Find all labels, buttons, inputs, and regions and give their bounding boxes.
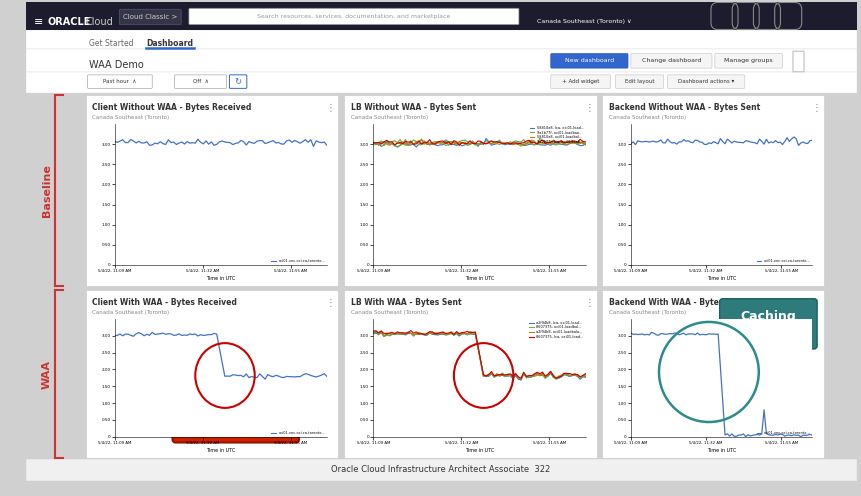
Text: Manage groups: Manage groups — [724, 59, 773, 63]
Legend: oci01.vnc.oci.ca-toronto...: oci01.vnc.oci.ca-toronto... — [271, 259, 325, 263]
Text: Client Without WAA - Bytes Received: Client Without WAA - Bytes Received — [92, 103, 251, 112]
Text: Canada Southeast (Toronto): Canada Southeast (Toronto) — [92, 310, 170, 315]
Bar — [26, 49, 857, 72]
Bar — [602, 290, 824, 458]
Text: Search resources, services, documentation, and marketplace: Search resources, services, documentatio… — [257, 14, 450, 19]
Text: ⋮: ⋮ — [585, 103, 594, 113]
Legend: a2f94b8, lca, oci01-load..., 8607375, oci01-loadbal..., a2f94b8, oci01-loadbala.: a2f94b8, lca, oci01-load..., 8607375, oc… — [530, 321, 584, 339]
Legend: 58810a8, lca, oci01-load..., 9a2b77f, oci01-loadban..., 58810a8, oci01-loadbal..: 58810a8, lca, oci01-load..., 9a2b77f, oc… — [530, 126, 584, 144]
FancyBboxPatch shape — [631, 54, 712, 68]
Bar — [26, 29, 857, 49]
Text: Cloud: Cloud — [85, 17, 114, 27]
FancyBboxPatch shape — [667, 75, 745, 88]
Text: LB With WAA - Bytes Sent: LB With WAA - Bytes Sent — [351, 298, 461, 307]
Legend: oci01.vnc.oci.ca-toronto...: oci01.vnc.oci.ca-toronto... — [271, 431, 325, 435]
Bar — [602, 95, 824, 286]
FancyBboxPatch shape — [189, 8, 519, 25]
Bar — [26, 2, 857, 29]
Text: 🌐: 🌐 — [791, 49, 806, 72]
Bar — [344, 95, 598, 286]
Text: ⋮: ⋮ — [326, 298, 336, 308]
Text: ORACLE: ORACLE — [47, 17, 90, 27]
FancyBboxPatch shape — [175, 75, 226, 88]
Text: Enabled: Enabled — [740, 325, 796, 338]
Text: Canada Southeast (Toronto): Canada Southeast (Toronto) — [609, 310, 686, 315]
X-axis label: Time in UTC: Time in UTC — [707, 276, 736, 281]
X-axis label: Time in UTC: Time in UTC — [707, 448, 736, 453]
Bar — [26, 72, 857, 93]
Legend: oci01.vnc.oci.ca-toronto...: oci01.vnc.oci.ca-toronto... — [757, 259, 810, 263]
Text: Canada Southeast (Toronto) ∨: Canada Southeast (Toronto) ∨ — [537, 19, 632, 24]
Text: + Add widget: + Add widget — [562, 79, 599, 84]
Text: New dashboard: New dashboard — [565, 59, 614, 63]
Bar — [344, 290, 598, 458]
Text: Caching: Caching — [740, 310, 796, 322]
Text: Canada Southeast (Toronto): Canada Southeast (Toronto) — [609, 115, 686, 120]
X-axis label: Time in UTC: Time in UTC — [206, 276, 235, 281]
Text: WAA Demo: WAA Demo — [89, 60, 143, 70]
Text: Compression: Compression — [184, 398, 286, 412]
Text: Oracle Cloud Infrastructure Architect Associate  322: Oracle Cloud Infrastructure Architect As… — [331, 465, 550, 474]
FancyBboxPatch shape — [551, 54, 628, 68]
FancyBboxPatch shape — [172, 383, 299, 442]
Text: Canada Southeast (Toronto): Canada Southeast (Toronto) — [92, 115, 170, 120]
X-axis label: Time in UTC: Time in UTC — [206, 448, 235, 453]
Text: ↻: ↻ — [235, 77, 242, 86]
FancyBboxPatch shape — [88, 75, 152, 88]
Text: Canada Southeast (Toronto): Canada Southeast (Toronto) — [351, 310, 428, 315]
Text: Filter by time: Filter by time — [89, 80, 130, 85]
Text: Off  ∧: Off ∧ — [193, 79, 208, 84]
Text: Get Started: Get Started — [89, 39, 133, 48]
Text: Client With WAA - Bytes Received: Client With WAA - Bytes Received — [92, 298, 238, 307]
Text: Enabled: Enabled — [204, 415, 267, 429]
Text: Dashboard actions ▾: Dashboard actions ▾ — [678, 79, 734, 84]
Text: Cloud Classic >: Cloud Classic > — [123, 14, 177, 20]
Text: ≡: ≡ — [34, 17, 43, 27]
Text: Edit layout: Edit layout — [625, 79, 654, 84]
Text: WAA: WAA — [42, 360, 52, 388]
Text: ⋮: ⋮ — [585, 298, 594, 308]
Text: Dashboard: Dashboard — [146, 39, 194, 48]
Bar — [85, 95, 338, 286]
FancyBboxPatch shape — [720, 299, 817, 349]
FancyBboxPatch shape — [616, 75, 664, 88]
Bar — [26, 459, 857, 481]
Text: ⋮: ⋮ — [326, 103, 336, 113]
Text: Backend With WAA - Bytes Sent: Backend With WAA - Bytes Sent — [609, 298, 746, 307]
Text: Backend Without WAA - Bytes Sent: Backend Without WAA - Bytes Sent — [609, 103, 760, 112]
Text: Canada Southeast (Toronto): Canada Southeast (Toronto) — [351, 115, 428, 120]
Text: ⋮: ⋮ — [811, 298, 821, 308]
Text: Past hour  ∧: Past hour ∧ — [102, 79, 136, 84]
FancyBboxPatch shape — [229, 75, 247, 88]
FancyBboxPatch shape — [120, 9, 181, 25]
FancyBboxPatch shape — [715, 54, 783, 68]
FancyBboxPatch shape — [551, 75, 610, 88]
Text: Change dashboard: Change dashboard — [641, 59, 701, 63]
Text: LB Without WAA - Bytes Sent: LB Without WAA - Bytes Sent — [351, 103, 476, 112]
Text: Auto refresh: Auto refresh — [176, 80, 214, 85]
Text: ⋮: ⋮ — [811, 103, 821, 113]
Text: Baseline: Baseline — [42, 164, 52, 217]
Bar — [85, 290, 338, 458]
Legend: oci01.vnc.oci.ca-toronto...: oci01.vnc.oci.ca-toronto... — [757, 431, 810, 435]
X-axis label: Time in UTC: Time in UTC — [465, 448, 494, 453]
X-axis label: Time in UTC: Time in UTC — [465, 276, 494, 281]
